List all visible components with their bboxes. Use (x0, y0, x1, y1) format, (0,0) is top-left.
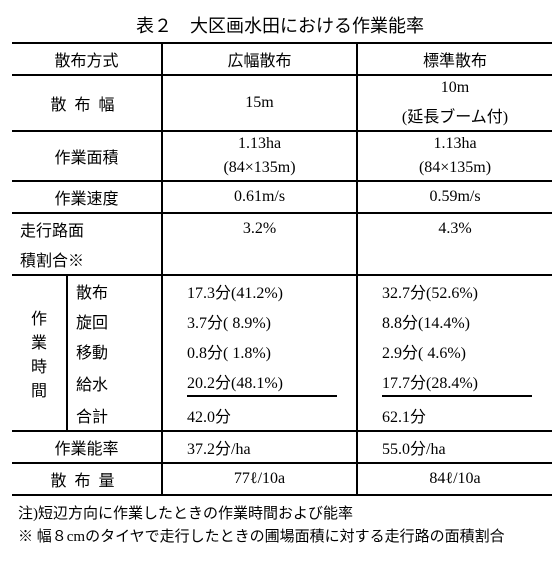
val-spray-amount-std: 84ℓ/10a (357, 463, 552, 495)
val-spray-amount-wide: 77ℓ/10a (162, 463, 357, 495)
val-spray-width-std-sub: (延長ブーム付) (357, 100, 552, 131)
lbl-work-speed: 作業速度 (12, 181, 162, 213)
val-travel-ratio-std: 4.3% (357, 213, 552, 244)
lbl-spray-width: 散布幅 (12, 75, 162, 131)
note-1: 注)短辺方向に作業したときの作業時間および能率 (18, 502, 548, 523)
wt-3-std: 17.7分(28.4%) (357, 366, 552, 400)
val-work-speed-wide: 0.61m/s (162, 181, 357, 213)
wt-total-wide: 42.0分 (162, 400, 357, 431)
val-work-rate-std: 55.0分/ha (357, 431, 552, 463)
val-travel-ratio-wide: 3.2% (162, 213, 357, 244)
wt-0-std: 32.7分(52.6%) (357, 275, 552, 306)
wt-total-label: 合計 (67, 400, 162, 431)
val-spray-width-std: 10m (357, 75, 552, 100)
wt-1-label: 旋回 (67, 306, 162, 336)
wt-0-wide: 17.3分(41.2%) (162, 275, 357, 306)
lbl-work-rate: 作業能率 (12, 431, 162, 463)
table-caption: 表２ 大区画水田における作業能率 (12, 12, 548, 38)
wt-0-label: 散布 (67, 275, 162, 306)
table-notes: 注)短辺方向に作業したときの作業時間および能率 ※ 幅８cmのタイヤで走行したと… (12, 502, 548, 546)
val-spray-width-wide: 15m (162, 75, 357, 131)
val-work-area-wide-sub: (84×135m) (162, 156, 357, 181)
wt-2-std: 2.9分( 4.6%) (357, 336, 552, 366)
val-work-rate-wide: 37.2分/ha (162, 431, 357, 463)
val-work-speed-std: 0.59m/s (357, 181, 552, 213)
vlabel-work-time: 作 業 時 間 (12, 275, 67, 431)
lbl-travel-ratio-1: 走行路面 (12, 213, 162, 244)
wt-3-label: 給水 (67, 366, 162, 400)
hdr-standard: 標準散布 (357, 43, 552, 75)
lbl-travel-ratio-2: 積割合※ (12, 244, 162, 275)
hdr-wide: 広幅散布 (162, 43, 357, 75)
val-work-area-std-sub: (84×135m) (357, 156, 552, 181)
hdr-method: 散布方式 (12, 43, 162, 75)
wt-3-wide: 20.2分(48.1%) (162, 366, 357, 400)
lbl-work-area: 作業面積 (12, 131, 162, 181)
val-work-area-std: 1.13ha (357, 131, 552, 156)
val-work-area-wide: 1.13ha (162, 131, 357, 156)
wt-1-wide: 3.7分( 8.9%) (162, 306, 357, 336)
lbl-spray-amount: 散布量 (12, 463, 162, 495)
wt-total-std: 62.1分 (357, 400, 552, 431)
note-2: ※ 幅８cmのタイヤで走行したときの圃場面積に対する走行路の面積割合 (18, 525, 548, 546)
efficiency-table: 散布方式 広幅散布 標準散布 散布幅 15m 10m (延長ブーム付) 作業面積… (12, 42, 552, 496)
wt-2-wide: 0.8分( 1.8%) (162, 336, 357, 366)
wt-1-std: 8.8分(14.4%) (357, 306, 552, 336)
wt-2-label: 移動 (67, 336, 162, 366)
